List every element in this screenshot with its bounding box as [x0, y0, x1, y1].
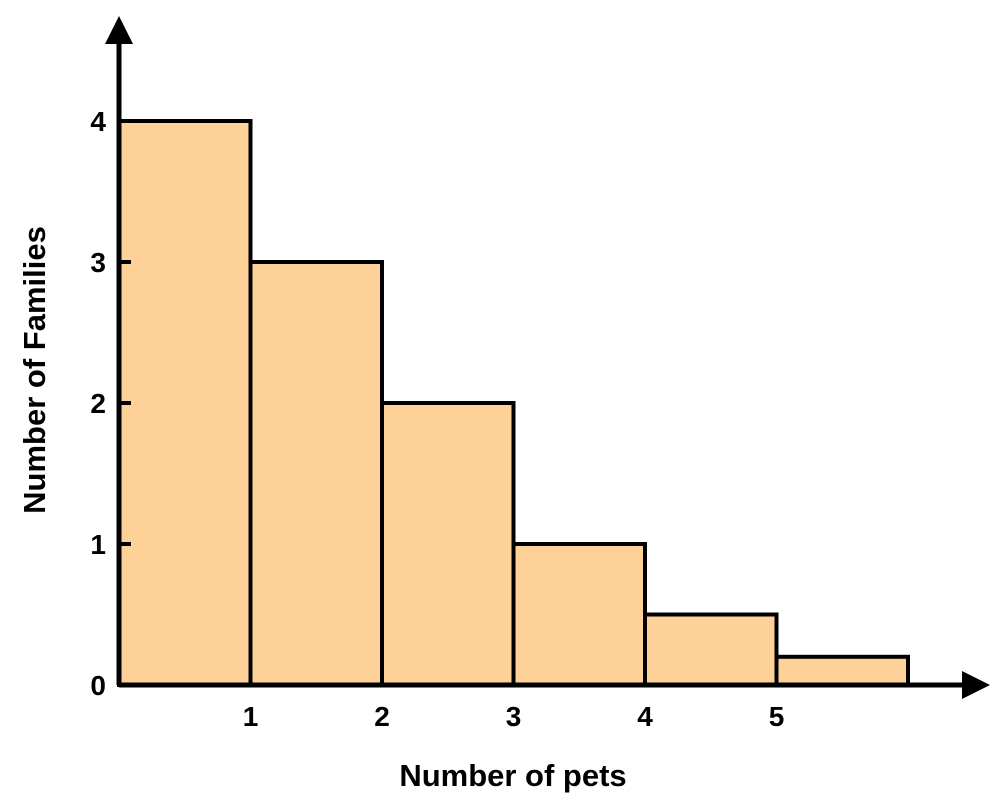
y-tick-label: 2 [90, 388, 106, 419]
y-tick-label: 1 [90, 529, 106, 560]
x-tick-label: 2 [374, 701, 390, 732]
x-tick-label: 1 [243, 701, 259, 732]
y-axis-arrow [105, 16, 133, 44]
bar-5 [643, 612, 779, 687]
bar-3 [380, 401, 516, 687]
x-axis-title: Number of pets [399, 758, 626, 793]
bar-2 [248, 260, 384, 687]
x-tick-label: 3 [506, 701, 522, 732]
y-axis-title: Number of Families [17, 226, 52, 514]
x-tick-label: 5 [769, 701, 785, 732]
bar-1 [117, 119, 253, 687]
tick-labels-group: 0 1 2 3 4 1 2 3 4 5 [90, 106, 784, 732]
y-tick-label: 0 [90, 670, 106, 701]
bars-group [117, 119, 910, 687]
y-tick-label: 3 [90, 247, 106, 278]
axes-group [105, 16, 990, 699]
y-tick-label: 4 [90, 106, 106, 137]
x-axis-arrow [962, 671, 990, 699]
x-tick-label: 4 [637, 701, 653, 732]
bar-6 [774, 654, 910, 687]
bar-4 [511, 542, 647, 687]
